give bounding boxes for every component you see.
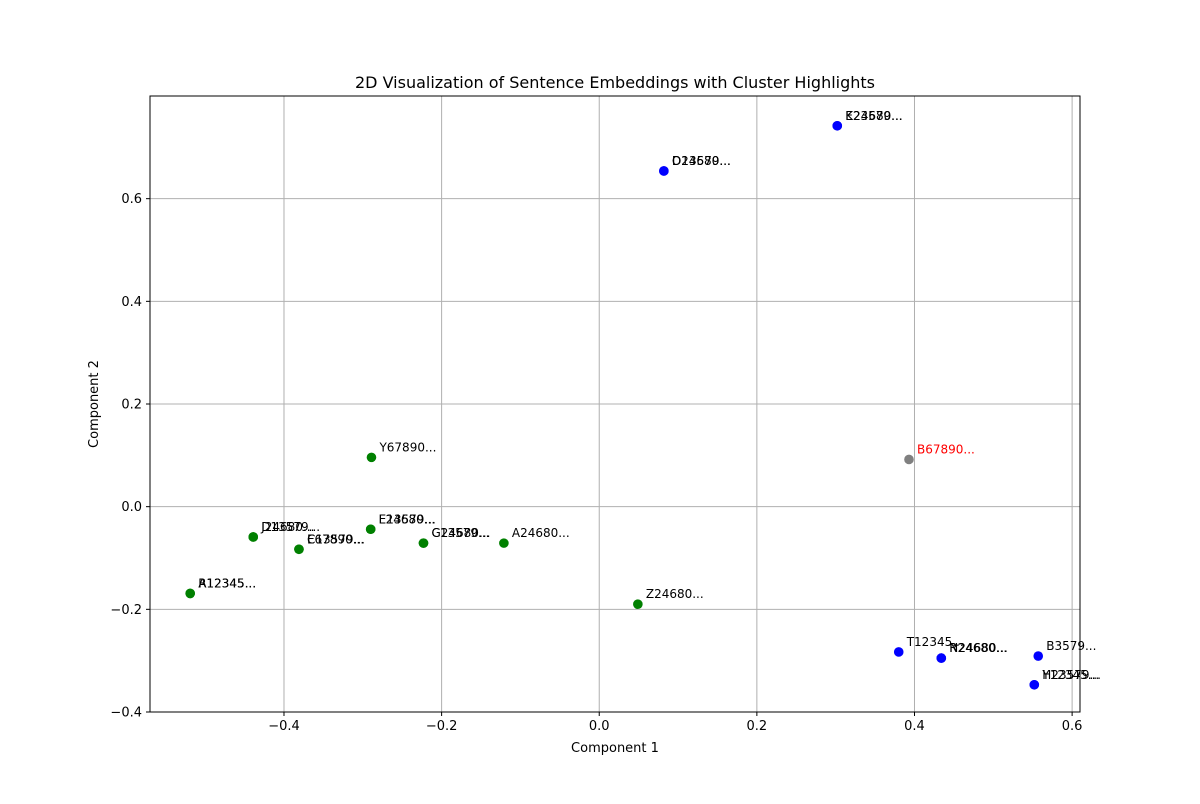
data-point xyxy=(904,454,914,465)
data-point xyxy=(499,538,509,548)
x-tick-label: −0.4 xyxy=(268,719,300,734)
point-labels: E23579...K24680... O13579...D24680... Y678… xyxy=(198,109,1101,682)
point-label: R12345... xyxy=(198,576,256,590)
point-label: A24680... xyxy=(512,526,570,540)
data-point xyxy=(185,588,195,599)
point-label: Y12345... xyxy=(1041,668,1099,682)
x-tick-label: −0.2 xyxy=(426,719,458,734)
y-tick-label: 0.0 xyxy=(121,500,142,515)
x-tick-label: 0.0 xyxy=(589,719,610,734)
data-point xyxy=(365,524,376,535)
x-axis-label: Component 1 xyxy=(571,741,659,756)
point-label: R24680... xyxy=(949,641,1007,655)
y-tick-label: 0.6 xyxy=(121,192,142,207)
point-label: B67890... xyxy=(917,442,975,456)
point-label: E13579... xyxy=(379,512,436,526)
data-points xyxy=(185,120,1044,690)
point-label: D24680... xyxy=(672,154,731,168)
point-label: B3579... xyxy=(1046,639,1096,653)
point-label: A12345... xyxy=(198,576,256,590)
chart-title: 2D Visualization of Sentence Embeddings … xyxy=(355,73,875,92)
y-tick-label: −0.4 xyxy=(110,706,142,721)
axis-ticks: −0.4 −0.2 0.0 0.2 0.4 0.6 −0.4 −0.2 0.0 0.2 0.4 0.6 xyxy=(110,192,1082,734)
point-label: J24680... xyxy=(260,520,314,534)
y-tick-label: 0.4 xyxy=(121,295,142,310)
data-point xyxy=(418,538,429,548)
x-tick-label: 0.6 xyxy=(1062,719,1083,734)
y-tick-label: −0.2 xyxy=(110,603,142,618)
point-label: C13579... xyxy=(307,532,365,546)
point-label: K24680... xyxy=(845,109,903,123)
data-point xyxy=(633,599,643,609)
point-label: C13579... xyxy=(431,526,489,540)
point-label: E23579... xyxy=(845,109,902,123)
point-label: N24680... xyxy=(949,641,1008,655)
data-point xyxy=(366,452,377,463)
data-point xyxy=(659,166,669,176)
point-label: D13579... xyxy=(261,520,320,534)
data-point xyxy=(1033,651,1044,661)
point-label: O13579... xyxy=(672,154,731,168)
point-label: G24680... xyxy=(431,526,490,540)
point-label: Z24680... xyxy=(646,587,704,601)
y-axis-label: Component 2 xyxy=(87,360,102,448)
y-tick-label: 0.2 xyxy=(121,398,142,413)
data-point xyxy=(294,544,304,555)
point-label: H23579... xyxy=(1042,668,1101,682)
point-label: F24680... xyxy=(379,512,436,526)
point-label: T12345... xyxy=(906,635,964,649)
data-point xyxy=(832,120,843,131)
point-label: E67890... xyxy=(307,532,364,546)
data-point xyxy=(893,647,904,657)
x-tick-label: 0.4 xyxy=(904,719,925,734)
point-label: Y67890... xyxy=(378,440,436,454)
data-point xyxy=(1029,679,1040,690)
data-point xyxy=(936,653,947,663)
data-point xyxy=(248,532,259,542)
x-tick-label: 0.2 xyxy=(747,719,768,734)
